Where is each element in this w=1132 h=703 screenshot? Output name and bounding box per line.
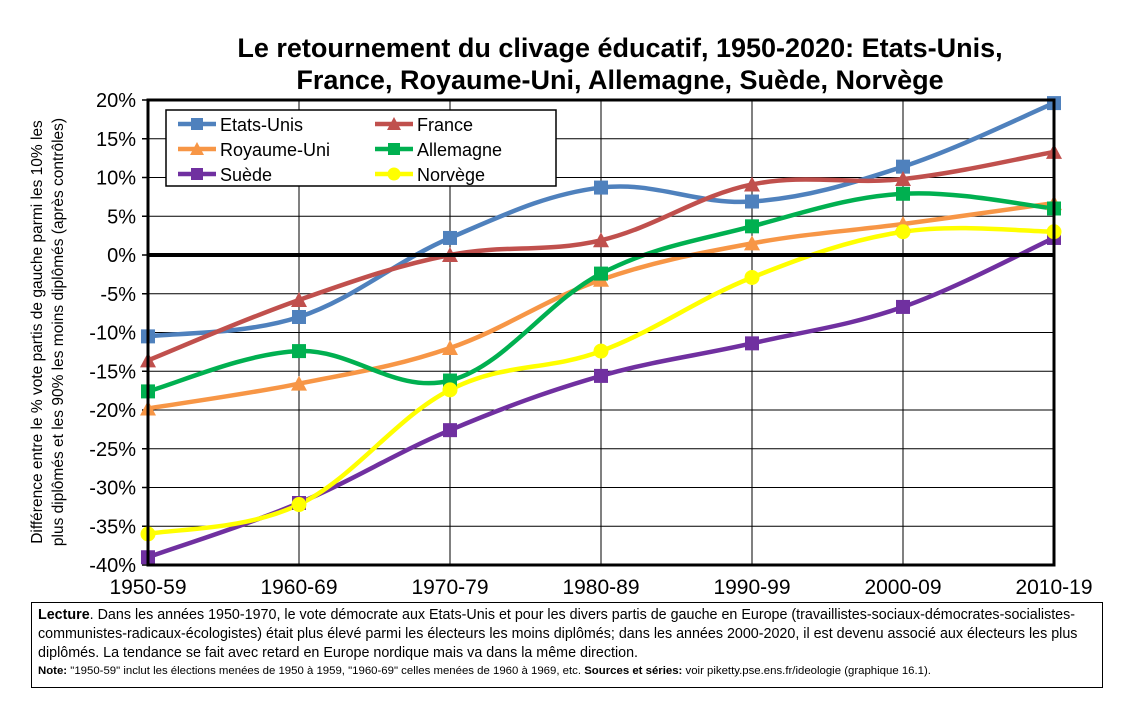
data-point-5 [744,269,760,285]
data-point-5 [895,224,911,240]
legend-swatch-marker [387,167,401,181]
data-point-0 [745,194,759,209]
y-axis-label-line-1: Différence entre le % vote partis de gau… [29,120,46,544]
legend-entry-label: Norvège [417,165,485,185]
line-chart: 20% 15% 10% 5% 0% -5% -10% -15% -20% -25% -30% -35%… [29,90,1093,599]
data-point-4 [443,423,457,438]
legend-box [165,109,557,187]
legend-entry-label: Allemagne [417,140,502,160]
note-label: Note: [38,665,68,677]
note-text: "1950-59" inclut les élections menées de… [67,665,582,677]
x-axis-tick-labels: 1950-59 1960-69 1970-79 1980-89 1990-99 2000-… [109,576,1092,599]
data-point-1 [744,176,760,192]
x-tick-label: 2010-19 [1015,576,1092,599]
y-tick-label: -15% [89,361,136,383]
y-tick-label: -5% [100,284,136,306]
legend-swatch-marker [191,168,203,180]
y-tick-label: 0% [107,245,136,267]
data-point-3 [292,344,306,359]
legend-swatch-marker [191,118,203,130]
x-tick-label: 1990-99 [713,576,790,599]
data-point-1 [291,291,307,307]
y-tick-label: -35% [89,516,136,538]
legend-entry-label: Suède [220,165,272,185]
y-tick-label: 15% [96,129,136,151]
data-point-0 [443,230,457,245]
data-point-5 [291,497,307,513]
y-axis-label-line-2: plus diplômés et les 90% les moins diplô… [50,118,67,546]
lecture-label: Lecture [38,607,90,623]
x-tick-label: 1950-59 [109,576,186,599]
series-markers [140,96,1062,565]
legend: Etats-Unis France Royaume-Uni Allemagne Suèd… [165,109,557,187]
y-axis-tick-labels: 20% 15% 10% 5% 0% -5% -10% -15% -20% -25% -30% -35%… [89,90,136,577]
data-point-2 [291,375,307,391]
y-tick-label: 10% [96,168,136,190]
lecture-note: Lecture. Dans les années 1950-1970, le v… [38,606,1096,663]
data-point-0 [292,310,306,324]
plot-frame [146,98,1056,567]
y-tick-label: -25% [89,439,136,461]
x-tick-label: 1970-79 [411,576,488,599]
lecture-text: . Dans les années 1950-1970, le vote dém… [38,607,1078,661]
sources-text: voir piketty.pse.ens.fr/ideologie (graph… [682,665,931,677]
legend-entry-label: Etats-Unis [220,115,303,135]
data-point-4 [594,368,608,383]
y-tick-label: -30% [89,478,136,500]
data-point-0 [594,180,608,195]
data-point-2 [442,340,458,355]
data-point-1 [593,232,609,248]
legend-swatch-marker [387,117,401,130]
data-point-2 [744,235,760,251]
chart-title-line-1: Le retournement du clivage éducatif, 195… [237,33,1003,63]
sources-label: Sources et séries: [584,665,683,677]
y-tick-label: -10% [89,323,136,345]
y-tick-label: 5% [107,206,136,228]
y-tick-label: -40% [89,555,136,577]
legend-swatch-marker [388,143,400,155]
legend-swatch-marker [190,142,204,155]
chart-title-line-2: France, Royaume-Uni, Allemagne, Suède, N… [296,65,944,95]
source-note: Note: "1950-59" inclut les élections men… [38,663,1096,679]
notes-box: Lecture. Dans les années 1950-1970, le v… [31,602,1103,688]
data-point-3 [745,219,759,234]
x-tick-label: 2000-09 [864,576,941,599]
y-tick-label: -20% [89,400,136,422]
data-point-3 [594,266,608,281]
data-point-1 [895,171,911,187]
data-point-4 [745,336,759,351]
legend-entry-label: Royaume-Uni [220,140,330,160]
data-point-5 [593,343,609,359]
legend-entry-label: France [417,115,473,135]
data-point-0 [896,159,910,174]
data-point-5 [442,382,458,398]
data-point-3 [896,186,910,201]
data-point-4 [896,299,910,314]
x-tick-label: 1960-69 [260,576,337,599]
y-tick-label: 20% [96,90,136,112]
x-tick-label: 1980-89 [562,576,639,599]
